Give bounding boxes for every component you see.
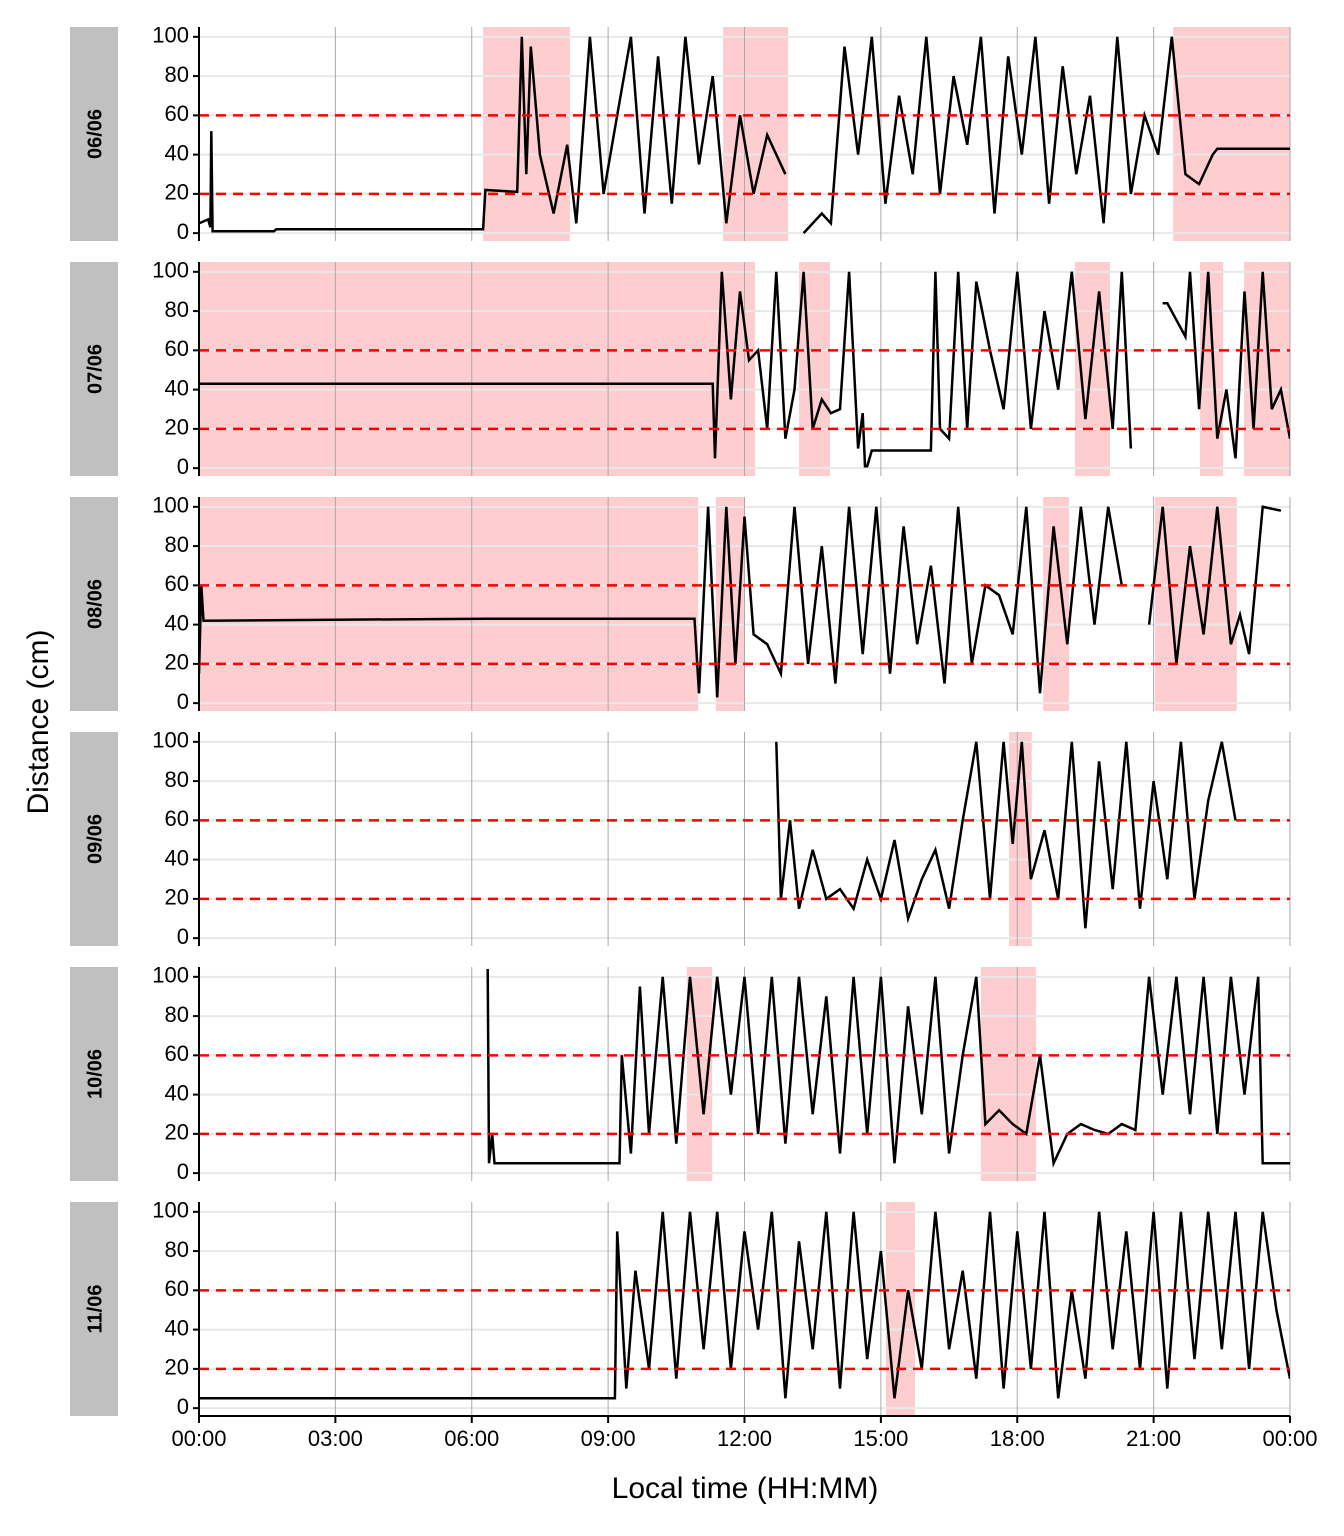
strip-label: 08/06 [84, 579, 106, 629]
y-tick-label: 40 [165, 140, 189, 165]
strip [70, 732, 118, 946]
y-tick-label: 80 [165, 1002, 189, 1027]
shaded-region [715, 497, 745, 711]
y-tick-label: 100 [152, 728, 189, 753]
y-tick-label: 20 [165, 1355, 189, 1380]
x-tick-label: 03:00 [308, 1426, 363, 1451]
y-tick-label: 0 [177, 924, 189, 949]
y-tick-label: 40 [165, 1080, 189, 1105]
y-tick-label: 100 [152, 23, 189, 48]
y-tick-label: 80 [165, 767, 189, 792]
shaded-region [1154, 497, 1237, 711]
y-tick-label: 100 [152, 258, 189, 283]
y-tick-label: 20 [165, 180, 189, 205]
x-tick-label: 09:00 [581, 1426, 636, 1451]
y-tick-label: 60 [165, 336, 189, 361]
strip-label: 06/06 [84, 109, 106, 159]
strip [70, 1202, 118, 1416]
strip [70, 27, 118, 241]
shaded-region [199, 262, 755, 476]
y-tick-label: 0 [177, 219, 189, 244]
shaded-region [1244, 262, 1290, 476]
data-line [199, 505, 1282, 698]
data-line [199, 36, 1290, 234]
y-tick-label: 80 [165, 1237, 189, 1262]
y-tick-label: 0 [177, 1394, 189, 1419]
strip [70, 262, 118, 476]
shaded-region [199, 497, 699, 711]
y-tick-label: 0 [177, 454, 189, 479]
shaded-region [723, 27, 789, 241]
y-tick-label: 100 [152, 1198, 189, 1223]
y-tick-label: 0 [177, 1159, 189, 1184]
y-axis-title: Distance (cm) [22, 629, 55, 814]
x-tick-label: 12:00 [717, 1426, 772, 1451]
y-tick-label: 80 [165, 297, 189, 322]
y-tick-label: 60 [165, 806, 189, 831]
shaded-region [1173, 27, 1290, 241]
x-tick-label: 18:00 [990, 1426, 1045, 1451]
y-tick-label: 80 [165, 62, 189, 87]
x-axis-title: Local time (HH:MM) [612, 1472, 879, 1505]
x-tick-label: 15:00 [853, 1426, 908, 1451]
y-tick-label: 40 [165, 845, 189, 870]
y-tick-label: 100 [152, 963, 189, 988]
strip [70, 967, 118, 1181]
y-tick-label: 80 [165, 532, 189, 557]
strip [70, 497, 118, 711]
x-tick-label: 00:00 [171, 1426, 226, 1451]
y-tick-label: 100 [152, 493, 189, 518]
strip-label: 10/06 [84, 1049, 106, 1099]
y-tick-label: 40 [165, 1315, 189, 1340]
y-tick-label: 0 [177, 689, 189, 714]
y-tick-label: 20 [165, 650, 189, 675]
y-tick-label: 40 [165, 375, 189, 400]
x-tick-label: 00:00 [1262, 1426, 1317, 1451]
y-tick-label: 60 [165, 1276, 189, 1301]
data-line [775, 741, 1237, 929]
strip-label: 07/06 [84, 344, 106, 394]
y-tick-label: 20 [165, 415, 189, 440]
y-tick-label: 20 [165, 885, 189, 910]
shaded-region [1199, 262, 1224, 476]
y-tick-label: 20 [165, 1120, 189, 1145]
data-line [199, 1211, 1290, 1400]
shaded-region [980, 967, 1036, 1181]
x-tick-label: 21:00 [1126, 1426, 1181, 1451]
data-line [199, 271, 1290, 468]
y-tick-label: 60 [165, 1041, 189, 1066]
y-tick-label: 40 [165, 610, 189, 635]
y-tick-label: 60 [165, 101, 189, 126]
x-tick-label: 06:00 [444, 1426, 499, 1451]
shaded-region [1009, 732, 1032, 946]
strip-label: 11/06 [84, 1285, 106, 1334]
y-tick-label: 60 [165, 571, 189, 596]
strip-label: 09/06 [84, 814, 106, 864]
